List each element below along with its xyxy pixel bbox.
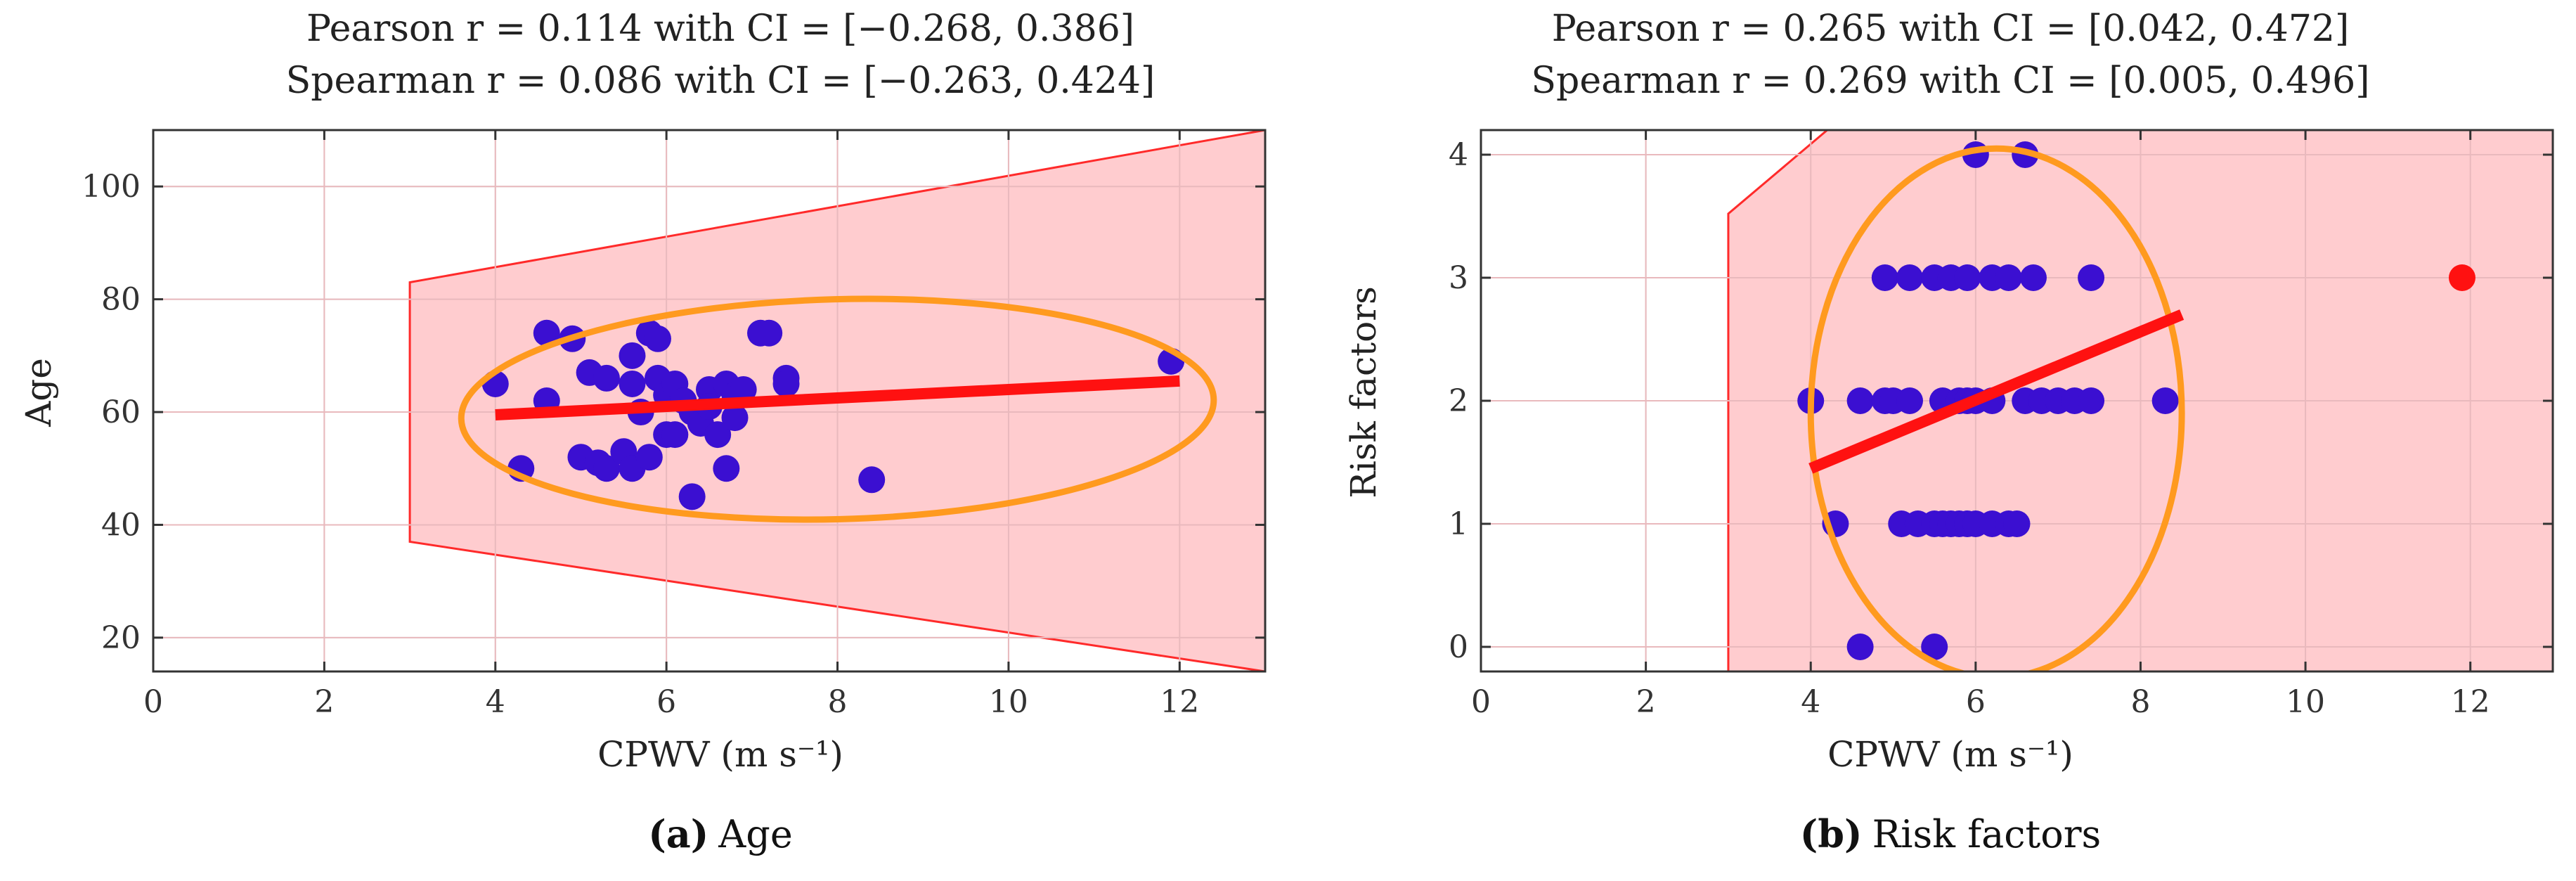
- x-tick-label: 8: [2130, 684, 2150, 720]
- data-point: [756, 319, 783, 347]
- data-point: [730, 375, 757, 403]
- data-point: [2078, 264, 2105, 291]
- y-tick-label: 20: [101, 620, 141, 656]
- data-point: [533, 319, 560, 347]
- data-point: [704, 421, 732, 449]
- x-tick-label: 6: [656, 684, 676, 720]
- confidence-ellipse: [1807, 145, 2185, 671]
- data-point: [858, 466, 886, 494]
- data-point: [619, 342, 646, 369]
- data-point: [644, 325, 671, 352]
- x-tick-label: 2: [314, 684, 334, 720]
- data-point: [1954, 264, 1981, 291]
- panel-caption: (a) Age: [648, 811, 793, 856]
- outlier-point: [2448, 264, 2475, 291]
- y-axis-label: Age: [18, 358, 59, 427]
- y-axis-label: Risk factors: [1343, 286, 1384, 499]
- data-point: [721, 404, 749, 432]
- plot-area: 0 2 4 6 8 10 12 20 40 60 80 100: [82, 129, 1267, 720]
- data-point: [619, 370, 646, 397]
- chart-title-line2: Spearman r = 0.086 with CI = [−0.263, 0.…: [286, 60, 1156, 102]
- data-point: [2019, 264, 2047, 291]
- x-tick-label: 6: [1966, 684, 1986, 720]
- data-point: [1896, 264, 1923, 291]
- y-tick-label: 80: [101, 282, 141, 318]
- panel-caption: (b) Risk factors: [1800, 811, 2102, 856]
- y-tick-label: 100: [82, 169, 141, 205]
- y-tick-label: 2: [1449, 383, 1468, 419]
- data-point: [661, 421, 689, 449]
- data-point: [678, 483, 706, 510]
- x-tick-label: 12: [1160, 684, 1199, 720]
- data-point: [1871, 264, 1898, 291]
- x-tick-label: 0: [1471, 684, 1491, 720]
- x-axis-label: CPWV (m s⁻¹): [597, 734, 843, 775]
- plot-content: [1481, 130, 2553, 671]
- panel-caption-letter: (b): [1800, 811, 1863, 856]
- data-point: [635, 444, 663, 471]
- panel-caption-letter: (a): [648, 811, 708, 856]
- x-tick-label: 4: [486, 684, 505, 720]
- chart-title-line1: Pearson r = 0.114 with CI = [−0.268, 0.3…: [306, 8, 1134, 50]
- x-tick-label: 10: [2286, 684, 2325, 720]
- chart-title-line1: Pearson r = 0.265 with CI = [0.042, 0.47…: [1552, 8, 2350, 50]
- regression-line: [495, 375, 1180, 421]
- y-tick-label: 40: [101, 507, 141, 543]
- data-point: [593, 364, 620, 392]
- y-tick-label: 0: [1449, 629, 1468, 665]
- x-tick-label: 8: [828, 684, 848, 720]
- data-point: [1846, 387, 1874, 414]
- plot-content: [153, 130, 1265, 671]
- y-tick-label: 3: [1449, 260, 1468, 296]
- confidence-ellipse: [458, 295, 1217, 523]
- axes-frame: [152, 129, 1267, 673]
- data-point: [2078, 387, 2105, 414]
- panel-caption-text: Risk factors: [1872, 812, 2102, 856]
- x-tick-label: 0: [143, 684, 163, 720]
- data-point: [2003, 510, 2031, 537]
- x-axis-label: CPWV (m s⁻¹): [1827, 734, 2073, 775]
- x-tick-label: 2: [1636, 684, 1656, 720]
- data-point: [2151, 387, 2179, 414]
- x-tick-label: 4: [1801, 684, 1820, 720]
- chart-risk-factors: Pearson r = 0.265 with CI = [0.042, 0.47…: [1343, 8, 2554, 856]
- data-point: [713, 455, 740, 482]
- data-point: [1921, 634, 1948, 660]
- panel-caption-text: Age: [718, 812, 793, 856]
- data-point: [593, 455, 620, 482]
- data-point: [1896, 387, 1923, 414]
- y-tick-label: 60: [101, 394, 141, 430]
- data-point: [1995, 264, 2022, 291]
- chart-title-line2: Spearman r = 0.269 with CI = [0.005, 0.4…: [1531, 60, 2369, 102]
- data-point: [772, 370, 800, 397]
- data-point: [1846, 634, 1874, 660]
- y-tick-label: 1: [1449, 506, 1468, 542]
- regression-line: [1808, 309, 2185, 474]
- x-tick-label: 12: [2451, 684, 2490, 720]
- chart-age: Pearson r = 0.114 with CI = [−0.268, 0.3…: [18, 8, 1267, 856]
- y-tick-label: 4: [1449, 137, 1468, 173]
- x-tick-label: 10: [989, 684, 1028, 720]
